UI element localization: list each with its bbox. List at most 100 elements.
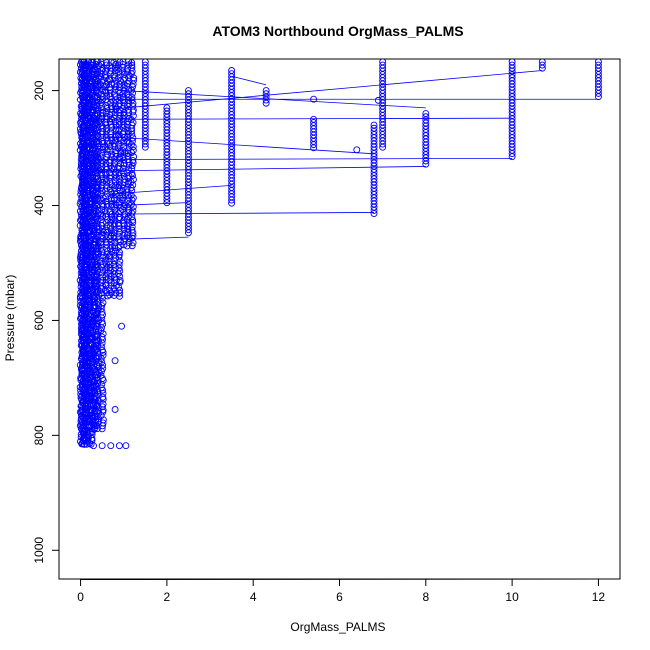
data-point bbox=[115, 225, 123, 233]
data-point bbox=[85, 59, 93, 65]
data-point bbox=[90, 442, 97, 450]
data-point bbox=[94, 215, 102, 223]
data-point bbox=[111, 220, 118, 228]
x-tick-label: 6 bbox=[336, 590, 343, 604]
data-point bbox=[97, 412, 105, 419]
data-point bbox=[128, 131, 136, 138]
x-tick-label: 0 bbox=[77, 590, 84, 604]
data-point bbox=[128, 127, 136, 135]
points-layer bbox=[76, 59, 602, 450]
data-point bbox=[374, 96, 382, 104]
data-point bbox=[112, 171, 120, 179]
y-axis-label: Pressure (mbar) bbox=[3, 275, 17, 362]
data-point bbox=[128, 209, 136, 217]
data-point bbox=[108, 105, 116, 113]
data-point bbox=[98, 130, 106, 138]
data-point bbox=[120, 139, 128, 147]
connecting-line bbox=[231, 75, 267, 86]
data-point bbox=[115, 261, 123, 269]
x-tick-label: 10 bbox=[505, 590, 519, 604]
data-point bbox=[98, 442, 106, 450]
data-point bbox=[111, 406, 119, 413]
data-point bbox=[119, 169, 127, 177]
data-point bbox=[107, 267, 114, 275]
y-tick-label: 200 bbox=[32, 80, 46, 100]
data-point bbox=[123, 185, 131, 193]
data-point bbox=[107, 272, 115, 280]
data-point bbox=[115, 253, 123, 261]
data-point bbox=[116, 292, 123, 300]
data-point bbox=[422, 157, 430, 165]
data-point bbox=[130, 76, 138, 84]
data-point bbox=[97, 355, 105, 363]
data-point bbox=[98, 67, 106, 74]
connecting-line bbox=[110, 185, 232, 195]
data-point bbox=[120, 137, 128, 145]
data-point bbox=[185, 226, 192, 234]
data-point bbox=[99, 336, 106, 343]
data-point bbox=[107, 222, 115, 230]
data-point bbox=[111, 143, 119, 151]
data-point bbox=[102, 226, 110, 234]
data-point bbox=[101, 71, 109, 79]
data-point bbox=[103, 127, 111, 135]
data-point bbox=[99, 376, 107, 384]
data-point bbox=[106, 174, 114, 182]
data-point bbox=[115, 118, 123, 126]
data-point bbox=[102, 253, 110, 261]
data-point bbox=[102, 219, 110, 227]
data-point bbox=[262, 99, 270, 107]
connecting-line bbox=[102, 212, 375, 215]
data-point bbox=[97, 118, 105, 126]
data-point bbox=[110, 232, 118, 240]
data-point bbox=[94, 348, 102, 356]
data-point bbox=[129, 216, 137, 224]
data-point bbox=[370, 206, 378, 214]
data-point bbox=[103, 241, 111, 249]
data-point bbox=[119, 191, 126, 199]
data-point bbox=[88, 71, 96, 78]
data-point bbox=[129, 143, 137, 151]
data-point bbox=[116, 278, 124, 286]
data-point bbox=[106, 159, 114, 166]
data-point bbox=[98, 232, 106, 240]
data-point bbox=[129, 159, 137, 167]
data-point bbox=[128, 137, 136, 145]
data-point bbox=[97, 182, 105, 189]
data-point bbox=[93, 280, 101, 288]
data-point bbox=[538, 64, 546, 72]
data-point bbox=[93, 138, 101, 146]
data-point bbox=[122, 442, 130, 450]
data-point bbox=[115, 96, 123, 104]
data-point bbox=[98, 425, 106, 433]
data-point bbox=[129, 99, 137, 107]
data-point bbox=[95, 82, 103, 90]
data-point bbox=[111, 357, 119, 365]
data-point bbox=[99, 386, 107, 394]
data-point bbox=[129, 172, 136, 179]
chart-title: ATOM3 Northbound OrgMass_PALMS bbox=[212, 23, 463, 39]
data-point bbox=[86, 386, 94, 394]
data-point bbox=[310, 141, 318, 149]
data-point bbox=[119, 206, 126, 214]
data-point bbox=[112, 127, 120, 135]
data-point bbox=[115, 165, 123, 173]
data-point bbox=[95, 337, 103, 345]
data-point bbox=[99, 311, 106, 319]
data-point bbox=[116, 248, 123, 256]
data-point bbox=[128, 86, 135, 94]
data-point bbox=[114, 244, 122, 252]
data-point bbox=[508, 150, 516, 157]
data-point bbox=[310, 95, 318, 103]
data-point bbox=[93, 338, 101, 346]
data-point bbox=[185, 229, 192, 237]
data-point bbox=[124, 225, 132, 233]
y-tick-label: 600 bbox=[32, 310, 46, 330]
data-point bbox=[108, 123, 116, 131]
data-point bbox=[118, 322, 126, 330]
data-point bbox=[129, 203, 137, 211]
data-point bbox=[116, 289, 124, 297]
x-tick-label: 12 bbox=[592, 590, 606, 604]
data-point bbox=[110, 74, 118, 82]
data-point bbox=[94, 68, 102, 75]
